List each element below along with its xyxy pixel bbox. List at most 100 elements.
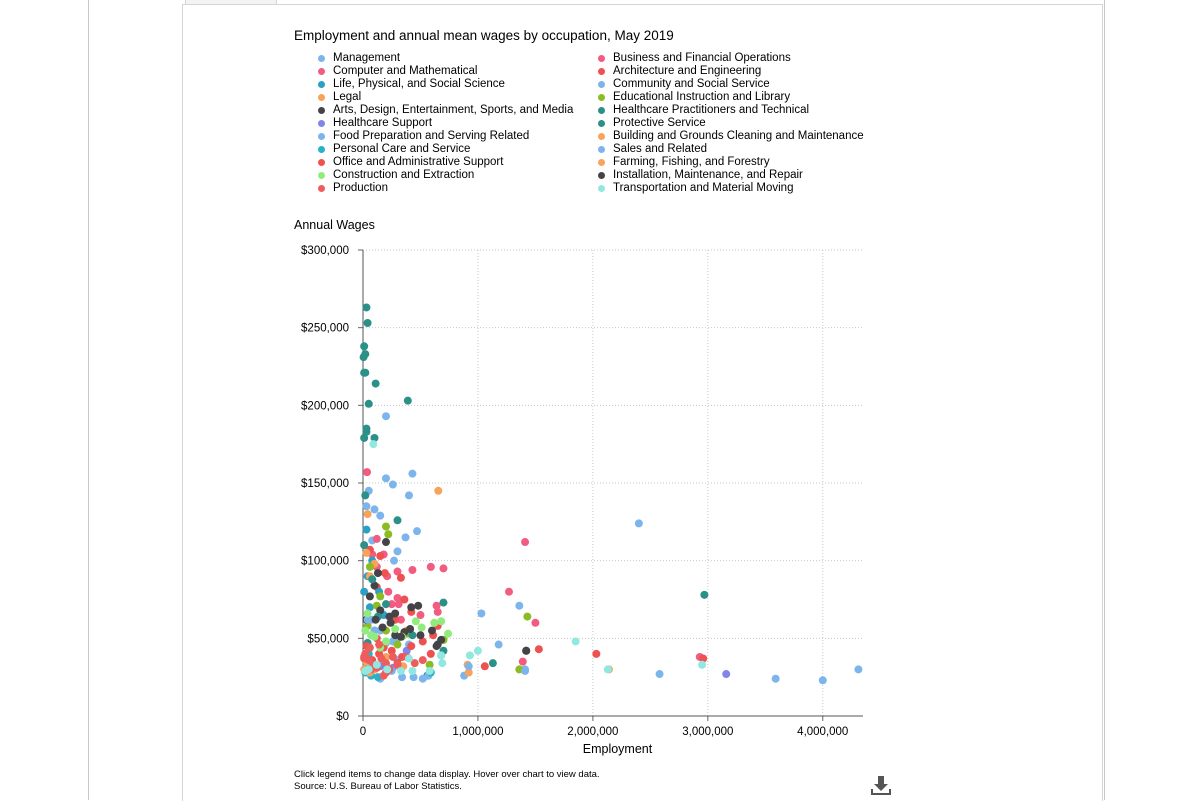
data-point[interactable] xyxy=(515,601,524,610)
data-point[interactable] xyxy=(362,303,371,312)
data-point[interactable] xyxy=(407,642,416,651)
data-point[interactable] xyxy=(370,505,379,514)
data-point[interactable] xyxy=(410,659,419,668)
data-point[interactable] xyxy=(362,548,371,557)
data-point[interactable] xyxy=(380,569,389,578)
data-point[interactable] xyxy=(361,491,370,500)
data-point[interactable] xyxy=(376,606,385,615)
data-point[interactable] xyxy=(361,666,370,675)
data-point[interactable] xyxy=(396,632,405,641)
data-point[interactable] xyxy=(722,670,731,679)
data-point[interactable] xyxy=(404,654,413,663)
data-point[interactable] xyxy=(437,635,446,644)
data-point[interactable] xyxy=(818,676,827,685)
data-point[interactable] xyxy=(425,666,434,675)
tab-stub[interactable] xyxy=(185,0,277,5)
data-point[interactable] xyxy=(523,612,532,621)
data-point[interactable] xyxy=(388,480,397,489)
data-point[interactable] xyxy=(400,595,409,604)
data-point[interactable] xyxy=(464,668,473,677)
data-point[interactable] xyxy=(592,649,601,658)
data-point[interactable] xyxy=(408,469,417,478)
data-point[interactable] xyxy=(408,666,417,675)
data-point[interactable] xyxy=(404,491,413,500)
data-point[interactable] xyxy=(364,399,373,408)
data-point[interactable] xyxy=(401,533,410,542)
data-point[interactable] xyxy=(388,652,397,661)
data-point[interactable] xyxy=(376,552,385,561)
data-point[interactable] xyxy=(381,538,390,547)
data-point[interactable] xyxy=(393,660,402,669)
data-point[interactable] xyxy=(383,665,392,674)
data-point[interactable] xyxy=(700,590,709,599)
data-point[interactable] xyxy=(430,618,439,627)
data-point[interactable] xyxy=(384,587,393,596)
data-point[interactable] xyxy=(409,673,418,682)
data-point[interactable] xyxy=(362,525,371,534)
data-point[interactable] xyxy=(378,623,387,632)
data-point[interactable] xyxy=(518,657,527,666)
data-point[interactable] xyxy=(363,510,372,519)
data-point[interactable] xyxy=(361,626,370,635)
data-point[interactable] xyxy=(362,427,371,436)
data-point[interactable] xyxy=(416,611,425,620)
data-point[interactable] xyxy=(396,573,405,582)
data-point[interactable] xyxy=(521,538,530,547)
data-point[interactable] xyxy=(372,660,381,669)
data-point[interactable] xyxy=(465,651,474,660)
data-point[interactable] xyxy=(534,645,543,654)
data-point[interactable] xyxy=(360,433,369,442)
data-point[interactable] xyxy=(391,625,400,634)
data-point[interactable] xyxy=(655,670,664,679)
data-point[interactable] xyxy=(854,665,863,674)
data-point[interactable] xyxy=(391,609,400,618)
data-point[interactable] xyxy=(381,659,390,668)
data-point[interactable] xyxy=(418,656,427,665)
data-point[interactable] xyxy=(398,673,407,682)
data-point[interactable] xyxy=(396,666,405,675)
data-point[interactable] xyxy=(407,603,416,612)
data-point[interactable] xyxy=(437,617,446,626)
data-point[interactable] xyxy=(360,541,369,550)
data-point[interactable] xyxy=(634,519,643,528)
data-point[interactable] xyxy=(376,592,385,601)
data-point[interactable] xyxy=(488,659,497,668)
data-point[interactable] xyxy=(386,618,395,627)
data-point[interactable] xyxy=(367,631,376,640)
download-icon[interactable] xyxy=(869,775,893,797)
data-point[interactable] xyxy=(370,581,379,590)
data-point[interactable] xyxy=(387,600,396,609)
data-point[interactable] xyxy=(381,412,390,421)
data-point[interactable] xyxy=(426,649,435,658)
data-point[interactable] xyxy=(403,396,412,405)
data-point[interactable] xyxy=(363,615,372,624)
data-point[interactable] xyxy=(438,659,447,668)
data-point[interactable] xyxy=(411,617,420,626)
data-point[interactable] xyxy=(393,593,402,602)
data-point[interactable] xyxy=(418,637,427,646)
data-point[interactable] xyxy=(437,651,446,660)
data-point[interactable] xyxy=(396,615,405,624)
data-point[interactable] xyxy=(426,562,435,571)
data-point[interactable] xyxy=(521,666,530,675)
data-point[interactable] xyxy=(370,433,379,442)
data-point[interactable] xyxy=(432,601,441,610)
data-point[interactable] xyxy=(444,629,453,638)
data-point[interactable] xyxy=(361,368,370,377)
data-point[interactable] xyxy=(371,615,380,624)
data-point[interactable] xyxy=(371,379,380,388)
data-point[interactable] xyxy=(531,618,540,627)
data-point[interactable] xyxy=(522,646,531,655)
data-point[interactable] xyxy=(433,607,442,616)
data-point[interactable] xyxy=(381,522,390,531)
data-point[interactable] xyxy=(417,623,426,632)
data-point[interactable] xyxy=(365,643,374,652)
data-point[interactable] xyxy=(359,353,368,362)
data-point[interactable] xyxy=(381,600,390,609)
data-point[interactable] xyxy=(408,631,417,640)
data-point[interactable] xyxy=(360,342,369,351)
data-point[interactable] xyxy=(372,534,381,543)
data-point[interactable] xyxy=(360,587,369,596)
data-point[interactable] xyxy=(373,569,382,578)
